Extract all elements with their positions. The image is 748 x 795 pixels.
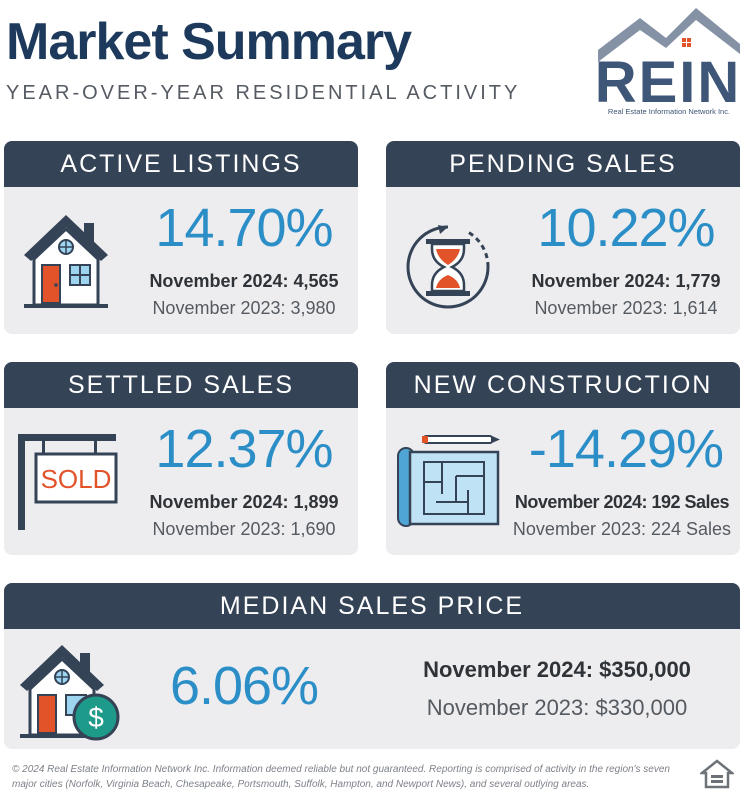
settled-sales-card: SETTLED SALES SOLD 12.37% November 2024:… — [4, 362, 358, 555]
settled-sales-heading: SETTLED SALES — [4, 362, 358, 408]
new-construction-previous: November 2023: 224 Sales — [512, 519, 732, 539]
pending-sales-previous: November 2023: 1,614 — [534, 298, 718, 318]
active-listings-current: November 2024: 4,565 — [149, 271, 339, 291]
sold-sign-text: SOLD — [41, 464, 112, 494]
active-listings-heading: ACTIVE LISTINGS — [4, 141, 358, 187]
settled-sales-current: November 2024: 1,899 — [149, 492, 339, 512]
new-construction-change: -14.29% — [528, 419, 724, 479]
footer-disclaimer: © 2024 Real Estate Information Network I… — [12, 764, 670, 790]
hourglass-icon — [406, 225, 490, 309]
pending-sales-heading: PENDING SALES — [386, 141, 740, 187]
page-title: Market Summary — [6, 13, 412, 71]
pending-sales-card: PENDING SALES 10.22% November 2024: 1,77… — [386, 141, 740, 334]
new-construction-current: November 2024: 192 Sales — [514, 492, 730, 512]
logo-text: REIN — [595, 50, 742, 115]
new-construction-heading: NEW CONSTRUCTION — [386, 362, 740, 408]
new-construction-card: NEW CONSTRUCTION -14.29% November 2024: … — [386, 362, 740, 555]
page-subtitle: YEAR-OVER-YEAR RESIDENTIAL ACTIVITY — [6, 82, 521, 104]
median-sales-price-card: MEDIAN SALES PRICE $ 6.06% November 2024… — [4, 583, 740, 749]
settled-sales-change: 12.37% — [155, 419, 333, 479]
median-sales-price-change: 6.06% — [169, 656, 319, 716]
active-listings-previous: November 2023: 3,980 — [152, 298, 336, 318]
pending-sales-current: November 2024: 1,779 — [531, 271, 721, 291]
median-sales-price-current: November 2024: $350,000 — [423, 657, 691, 682]
median-sales-price-heading: MEDIAN SALES PRICE — [4, 583, 740, 629]
rein-logo: REIN — [595, 8, 742, 115]
active-listings-card: ACTIVE LISTINGS 14.70% November 2024: 4,… — [4, 141, 358, 334]
blueprint-icon — [397, 435, 500, 527]
median-sales-price-previous: November 2023: $330,000 — [426, 695, 688, 720]
equal-housing-opportunity-icon — [700, 759, 734, 789]
house-icon — [24, 215, 108, 308]
pending-sales-change: 10.22% — [537, 198, 715, 258]
logo-subtext: Real Estate Information Network Inc. — [607, 107, 731, 116]
active-listings-change: 14.70% — [155, 198, 333, 258]
house-dollar-icon: $ — [20, 645, 120, 741]
settled-sales-previous: November 2023: 1,690 — [152, 519, 336, 539]
sold-sign-icon: SOLD — [18, 434, 118, 530]
svg-text:$: $ — [88, 702, 104, 733]
